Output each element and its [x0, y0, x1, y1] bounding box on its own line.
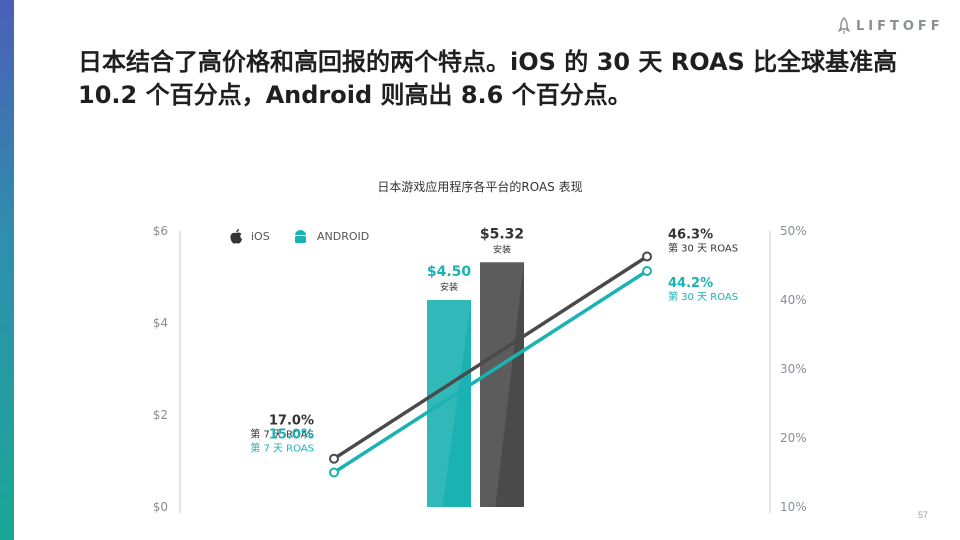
slide-headline: 日本结合了高价格和高回报的两个特点。iOS 的 30 天 ROAS 比全球基准高… [78, 48, 898, 109]
legend-label-android: ANDROID [317, 230, 369, 243]
point-sublabel-ios-day7: 第 7 天 ROAS [250, 428, 314, 441]
point-label-android-day7: 15.0% [269, 428, 314, 443]
right-axis-tick-label: 30% [780, 362, 807, 376]
right-axis-tick-label: 10% [780, 500, 807, 514]
bar-value-label: $5.32 [480, 226, 524, 242]
left-axis-tick-label: $0 [153, 500, 168, 514]
point-sublabel-ios-day30: 第 30 天 ROAS [668, 242, 738, 255]
left-axis-tick-label: $6 [153, 224, 168, 238]
line-ios [333, 255, 648, 461]
logo-text: LIFTOFF [856, 18, 944, 34]
rocket-icon [838, 17, 850, 34]
point-label-android-day30: 44.2% [668, 276, 713, 291]
line-android [333, 269, 648, 474]
bar-ios [480, 262, 524, 507]
bar-android [427, 300, 471, 507]
bar-value-label: $4.50 [427, 264, 472, 280]
point-android-day7 [329, 467, 339, 478]
point-label-ios-day30: 46.3% [668, 228, 713, 243]
right-axis-tick-label: 40% [780, 293, 807, 307]
right-axis-tick-label: 20% [780, 431, 807, 445]
apple-icon [230, 229, 242, 244]
point-android-day30 [642, 266, 652, 277]
liftoff-logo: LIFTOFF [838, 16, 944, 36]
android-icon [295, 230, 306, 243]
point-sublabel-android-day30: 第 30 天 ROAS [668, 290, 738, 303]
bar-ios-sheen [480, 262, 524, 507]
point-sublabel-android-day7: 第 7 天 ROAS [250, 442, 314, 455]
legend-label-ios: iOS [251, 230, 270, 243]
left-axis-tick-label: $2 [153, 408, 168, 422]
bar-sublabel: 安装 [493, 243, 511, 255]
point-ios-day30 [642, 251, 652, 262]
right-axis-tick-label: 50% [780, 224, 807, 238]
point-ios-day7 [329, 453, 339, 464]
chart-title: 日本游戏应用程序各平台的ROAS 表现 [377, 180, 583, 194]
page-number: 57 [918, 510, 929, 520]
point-label-ios-day7: 17.0% [269, 414, 314, 429]
bar-android-sheen [427, 300, 471, 507]
bar-sublabel: 安装 [440, 281, 458, 293]
left-axis-tick-label: $4 [153, 316, 168, 330]
side-accent-bar [0, 0, 14, 540]
